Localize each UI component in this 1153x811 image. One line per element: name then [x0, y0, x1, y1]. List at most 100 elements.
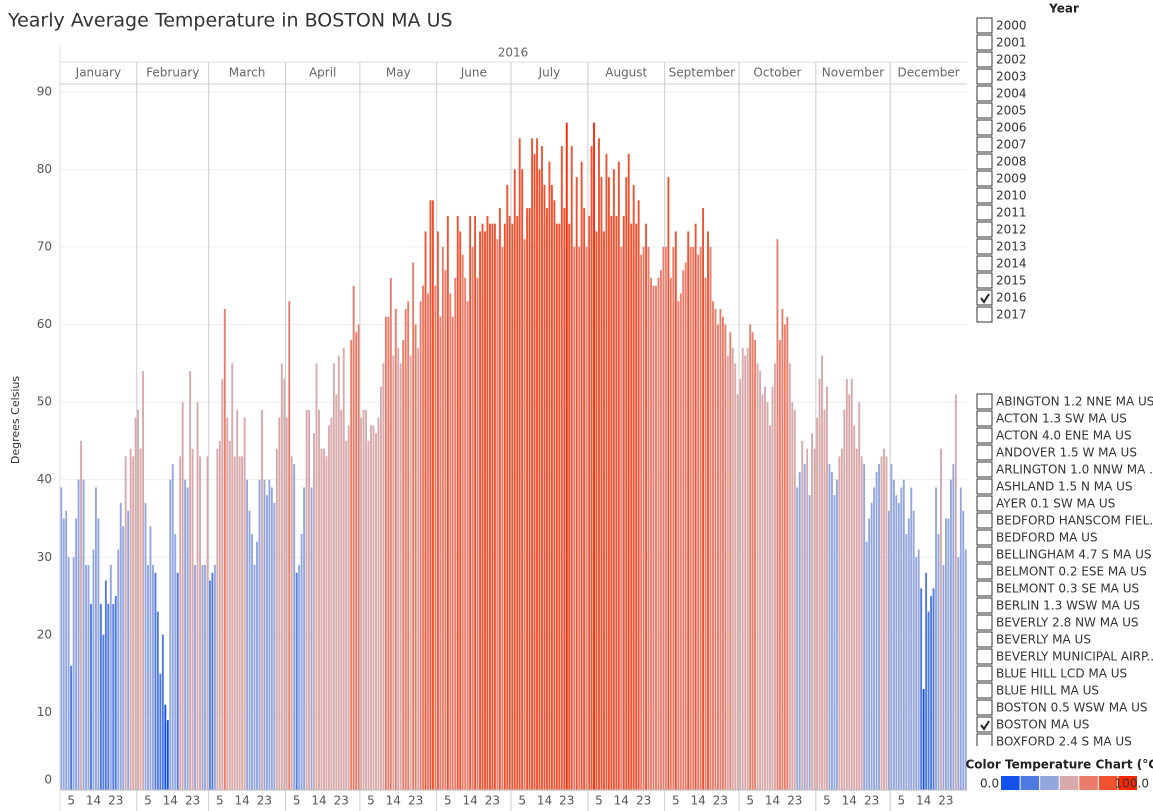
filter-option[interactable]: BOXFORD 2.4 S MA US	[996, 735, 1132, 749]
filter-option[interactable]: 2008	[996, 155, 1027, 169]
bar	[62, 518, 65, 790]
checkbox[interactable]	[976, 478, 993, 495]
filter-option[interactable]: 2013	[996, 240, 1027, 254]
filter-option[interactable]: BEDFORD HANSCOM FIEL..	[996, 514, 1153, 528]
checkbox[interactable]	[976, 393, 993, 410]
filter-option[interactable]: 2012	[996, 223, 1027, 237]
filter-option[interactable]: 2005	[996, 104, 1027, 118]
filter-option[interactable]: 2014	[996, 257, 1027, 271]
checkbox[interactable]	[976, 546, 993, 563]
filter-option[interactable]: BOSTON MA US	[996, 718, 1089, 732]
checkbox[interactable]	[976, 51, 993, 68]
filter-option[interactable]: ABINGTON 1.2 NNE MA US	[996, 395, 1153, 409]
checkbox[interactable]	[976, 410, 993, 427]
chart-title: Yearly Average Temperature in BOSTON MA …	[7, 10, 453, 32]
bar	[637, 200, 640, 790]
filter-option[interactable]: 2003	[996, 70, 1027, 84]
checkbox[interactable]	[976, 221, 993, 238]
checkbox[interactable]	[976, 648, 993, 665]
filter-option[interactable]: 2004	[996, 87, 1027, 101]
bar	[355, 332, 358, 790]
filter-option[interactable]: BERLIN 1.3 WSW MA US	[996, 599, 1140, 613]
checkbox[interactable]	[976, 272, 993, 289]
bar	[570, 146, 573, 791]
checkbox[interactable]	[976, 444, 993, 461]
filter-option[interactable]: 2007	[996, 138, 1027, 152]
checkbox[interactable]	[976, 461, 993, 478]
filter-option[interactable]: BEVERLY 2.8 NW MA US	[996, 616, 1139, 630]
bar	[414, 324, 417, 790]
filter-option[interactable]: 2010	[996, 189, 1027, 203]
bar	[598, 138, 600, 791]
bar	[736, 394, 739, 790]
bar	[630, 223, 633, 791]
checkbox[interactable]	[976, 255, 993, 272]
filter-option[interactable]: 2000	[996, 19, 1027, 33]
filter-option[interactable]: 2009	[996, 172, 1027, 186]
checkbox[interactable]	[976, 238, 993, 255]
checkbox[interactable]	[976, 512, 993, 529]
checkbox[interactable]	[976, 682, 993, 699]
filter-option[interactable]: 2015	[996, 274, 1027, 288]
y-tick-label: 80	[37, 162, 52, 176]
bar	[647, 246, 650, 790]
bar	[657, 277, 660, 790]
bar	[932, 588, 935, 790]
bar	[778, 340, 781, 790]
bar	[434, 285, 437, 790]
filter-option[interactable]: ARLINGTON 1.0 NNW MA ..	[996, 463, 1153, 477]
filter-option[interactable]: 2016	[996, 291, 1027, 305]
checkbox[interactable]	[976, 699, 993, 716]
bar	[392, 355, 395, 790]
filter-option[interactable]: ASHLAND 1.5 N MA US	[996, 480, 1133, 494]
filter-option[interactable]: BEVERLY MUNICIPAL AIRP..	[996, 650, 1153, 664]
checkbox[interactable]	[976, 306, 993, 323]
filter-option[interactable]: BELLINGHAM 4.7 S MA US	[996, 548, 1152, 562]
filter-option[interactable]: ANDOVER 1.5 W MA US	[996, 446, 1137, 460]
checkbox[interactable]	[976, 187, 993, 204]
checkbox[interactable]	[976, 136, 993, 153]
filter-option[interactable]: 2002	[996, 53, 1027, 67]
bar	[90, 603, 92, 790]
checkbox[interactable]	[976, 631, 993, 648]
filter-option[interactable]: BEVERLY MA US	[996, 633, 1091, 647]
filter-option[interactable]: ACTON 1.3 SW MA US	[996, 412, 1127, 426]
checkbox[interactable]	[976, 119, 993, 136]
filter-option[interactable]: 2011	[996, 206, 1027, 220]
bar	[927, 611, 930, 790]
bar	[384, 316, 387, 790]
filter-option[interactable]: ACTON 4.0 ENE MA US	[996, 429, 1132, 443]
checkbox[interactable]	[976, 153, 993, 170]
bar	[360, 417, 363, 790]
checkbox[interactable]	[976, 495, 993, 512]
checkbox[interactable]	[976, 17, 993, 34]
checkbox[interactable]	[976, 563, 993, 580]
bar	[759, 371, 762, 790]
filter-option[interactable]: AYER 0.1 SW MA US	[996, 497, 1115, 511]
checkbox[interactable]	[976, 529, 993, 546]
filter-option[interactable]: BELMONT 0.2 ESE MA US	[996, 565, 1147, 579]
bar	[754, 340, 757, 790]
filter-option[interactable]: BOSTON 0.5 WSW MA US	[996, 701, 1148, 715]
bar	[117, 549, 120, 790]
checkbox[interactable]	[976, 427, 993, 444]
checkbox[interactable]	[976, 170, 993, 187]
filter-option[interactable]: BELMONT 0.3 SE MA US	[996, 582, 1139, 596]
checkbox[interactable]	[976, 34, 993, 51]
checkbox[interactable]	[976, 733, 993, 749]
filter-option[interactable]: BLUE HILL MA US	[996, 684, 1099, 698]
checkbox[interactable]	[976, 580, 993, 597]
checkbox[interactable]	[976, 85, 993, 102]
checkbox[interactable]	[976, 204, 993, 221]
filter-option[interactable]: 2001	[996, 36, 1027, 50]
filter-option[interactable]: 2006	[996, 121, 1027, 135]
checkbox[interactable]	[976, 597, 993, 614]
checkbox[interactable]	[976, 68, 993, 85]
checkbox[interactable]	[976, 102, 993, 119]
bar	[873, 487, 876, 790]
filter-option[interactable]: BEDFORD MA US	[996, 531, 1098, 545]
checkbox[interactable]	[976, 614, 993, 631]
filter-option[interactable]: BLUE HILL LCD MA US	[996, 667, 1127, 681]
filter-option[interactable]: 2017	[996, 308, 1027, 322]
checkbox[interactable]	[976, 665, 993, 682]
